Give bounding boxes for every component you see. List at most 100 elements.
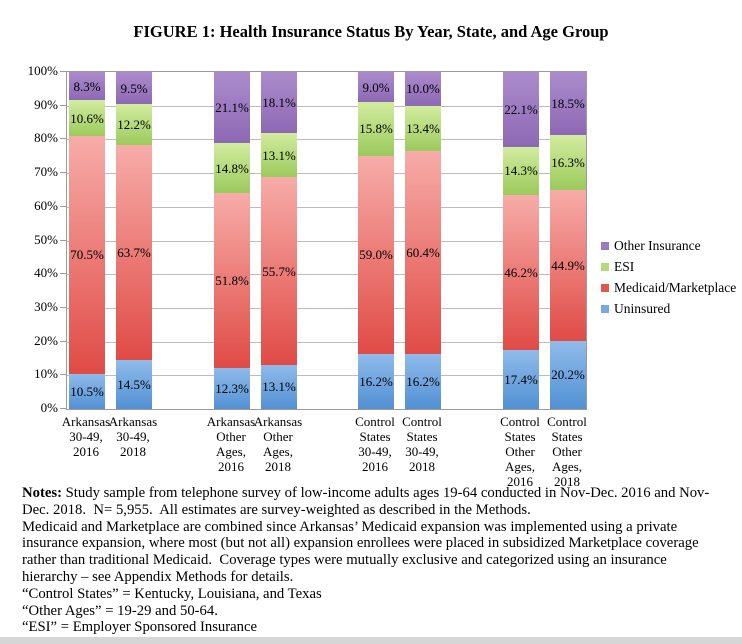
data-label: 15.8% (359, 121, 393, 137)
y-axis-tick-label: 40% (34, 265, 58, 281)
legend-swatch-icon (601, 305, 609, 313)
legend-item-medicaid-marketplace: Medicaid/Marketplace (601, 278, 736, 298)
data-label: 51.8% (215, 272, 249, 288)
data-label: 18.5% (551, 96, 585, 112)
segment-esi: 13.1% (261, 133, 297, 178)
bar-column-6: 10.0% 13.4% 60.4% 16.2% (405, 72, 441, 409)
bar-column-3: 21.1% 14.8% 51.8% 12.3% (214, 72, 250, 409)
x-axis-category-label: Control States 30-49, 2016 (355, 414, 395, 474)
data-label: 10.0% (406, 81, 440, 97)
segment-esi: 14.3% (503, 146, 539, 195)
data-label: 16.3% (551, 154, 585, 170)
segment-uninsured: 13.1% (261, 364, 297, 409)
note-line-6: hierarchy – see Appendix Methods for det… (22, 568, 294, 585)
legend-label: Uninsured (614, 301, 671, 316)
segment-other-insurance: 22.1% (503, 72, 539, 147)
note-line-1: Notes: Study sample from telephone surve… (22, 485, 710, 501)
segment-medicaid-marketplace: 44.9% (550, 189, 586, 341)
grid-line (67, 375, 586, 377)
data-label: 46.2% (504, 265, 538, 281)
bar-column-1: 8.3% 10.6% 70.5% 10.5% (69, 72, 105, 409)
legend-swatch-icon (601, 242, 609, 250)
x-axis-category-label: Arkansas 30-49, 2016 (61, 414, 111, 459)
data-label: 70.5% (70, 247, 104, 263)
grid-line (67, 173, 586, 175)
notes-section: Notes: Study sample from telephone surve… (22, 485, 736, 636)
segment-other-insurance: 8.3% (69, 72, 105, 101)
data-label: 13.4% (406, 120, 440, 136)
plot-area: 8.3% 10.6% 70.5% 10.5% 9.5% 12.2% 63.7% 14.5% 21… (66, 71, 587, 410)
note-line-4: insurance expansion, where most (but not… (22, 535, 699, 552)
y-axis-tick-label: 80% (34, 130, 58, 146)
x-axis-category-label: Arkansas 30-49, 2018 (108, 414, 158, 459)
data-label: 14.8% (215, 160, 249, 176)
segment-uninsured: 20.2% (550, 340, 586, 409)
grid-line (67, 139, 586, 141)
y-axis-tick (60, 205, 66, 207)
grid-line (67, 307, 586, 309)
y-axis-tick (60, 138, 66, 140)
y-axis-tick-label: 60% (34, 197, 58, 213)
x-axis-category-label: Control States 30-49, 2018 (402, 414, 442, 474)
note-line-7: “Control States” = Kentucky, Louisiana, … (22, 585, 322, 602)
data-label: 18.1% (262, 95, 296, 111)
y-axis-tick (60, 340, 66, 342)
segment-uninsured: 17.4% (503, 350, 539, 409)
note-line-2: Dec. 2018. N= 5,955. All estimates are s… (22, 501, 531, 518)
y-axis-tick (60, 71, 66, 72)
grid-line (67, 274, 586, 276)
segment-esi: 13.4% (405, 105, 441, 151)
y-axis-tick-label: 20% (34, 332, 58, 348)
x-axis-category-label: Control States Other Ages, 2016 (500, 414, 540, 489)
segment-esi: 10.6% (69, 100, 105, 137)
legend-swatch-icon (601, 263, 609, 271)
legend: Other Insurance ESI Medicaid/Marketplace Un… (601, 236, 736, 320)
note-line-5: rather than traditional Medicaid. Covera… (22, 552, 667, 569)
y-axis-tick (60, 306, 66, 308)
legend-item-other-insurance: Other Insurance (601, 236, 736, 256)
notes-bold-label: Notes: (22, 485, 62, 501)
grid-line (67, 341, 586, 343)
data-label: 16.2% (406, 374, 440, 390)
segment-uninsured: 16.2% (358, 354, 394, 409)
legend-label: ESI (614, 259, 635, 274)
y-axis-tick-label: 70% (34, 164, 58, 180)
legend-item-esi: ESI (601, 257, 736, 277)
segment-esi: 15.8% (358, 102, 394, 156)
bar-column-8: 18.5% 16.3% 44.9% 20.2% (550, 72, 586, 409)
bar-column-7: 22.1% 14.3% 46.2% 17.4% (503, 72, 539, 409)
segment-esi: 14.8% (214, 143, 250, 193)
data-label: 22.1% (504, 101, 538, 117)
y-axis-tick-label: 90% (34, 96, 58, 112)
bar-column-4: 18.1% 13.1% 55.7% 13.1% (261, 72, 297, 409)
segment-esi: 16.3% (550, 134, 586, 190)
y-axis-tick-label: 0% (40, 400, 58, 415)
bar-column-2: 9.5% 12.2% 63.7% 14.5% (116, 72, 152, 409)
data-label: 55.7% (262, 263, 296, 279)
data-label: 9.0% (362, 79, 390, 95)
segment-uninsured: 12.3% (214, 367, 250, 409)
x-axis-category-label: Arkansas Other Ages, 2018 (253, 414, 303, 474)
x-axis-category-label: Control States Other Ages, 2018 (547, 414, 587, 489)
y-axis-tick (60, 239, 66, 241)
legend-label: Other Insurance (614, 238, 701, 253)
data-label: 12.3% (215, 380, 249, 396)
segment-uninsured: 10.5% (69, 373, 105, 409)
data-label: 10.6% (70, 110, 104, 126)
legend-item-uninsured: Uninsured (601, 299, 736, 319)
y-axis-tick-label: 10% (34, 366, 58, 382)
segment-uninsured: 14.5% (116, 360, 152, 409)
y-axis-tick-label: 30% (34, 298, 58, 314)
segment-medicaid-marketplace: 55.7% (261, 177, 297, 365)
note-line-3: Medicaid and Marketplace are combined si… (22, 518, 678, 535)
grid-line (67, 240, 586, 242)
segment-other-insurance: 9.5% (116, 72, 152, 105)
segment-medicaid-marketplace: 46.2% (503, 194, 539, 351)
data-label: 16.2% (359, 374, 393, 390)
y-axis-tick (60, 172, 66, 174)
data-label: 13.1% (262, 379, 296, 395)
data-label: 9.5% (120, 80, 148, 96)
data-label: 20.2% (551, 367, 585, 383)
segment-medicaid-marketplace: 70.5% (69, 136, 105, 374)
